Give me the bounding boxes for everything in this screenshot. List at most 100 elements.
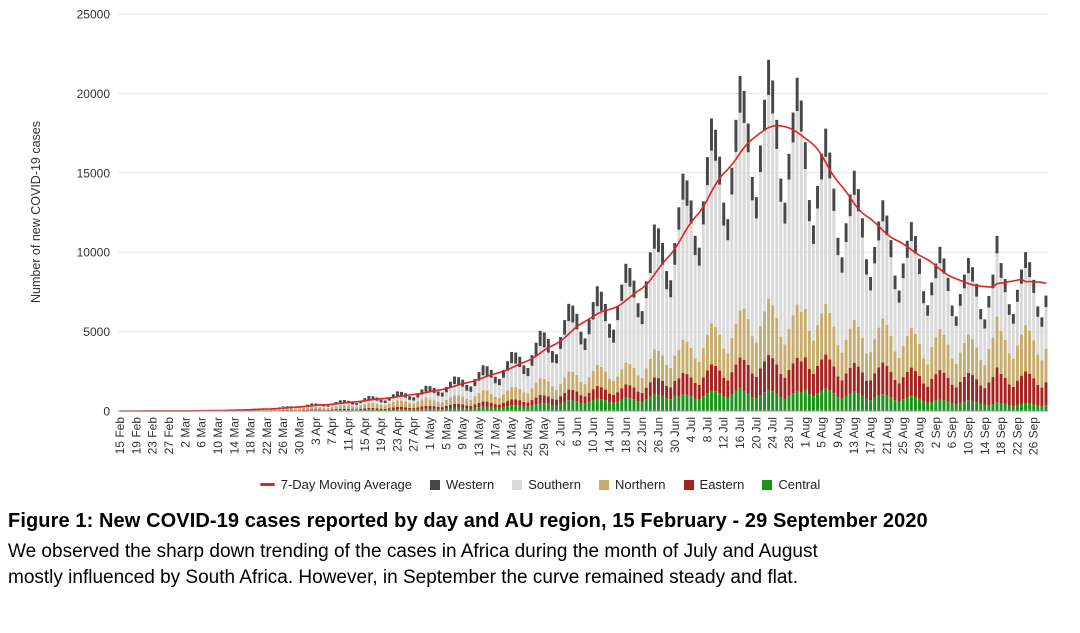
- bar-segment: [693, 398, 697, 411]
- bar-segment: [1015, 301, 1019, 346]
- bar-segment: [575, 401, 579, 411]
- bar-segment: [595, 398, 599, 411]
- bar-segment: [346, 408, 350, 411]
- bar-segment: [791, 112, 795, 143]
- x-tick-label: 22 Jun: [635, 417, 649, 453]
- bar-segment: [465, 384, 469, 391]
- bar-segment: [432, 408, 436, 411]
- bar-segment: [754, 342, 758, 377]
- bar-segment: [803, 142, 807, 169]
- bar-segment: [767, 389, 771, 411]
- bar-segment: [852, 194, 856, 320]
- bar-segment: [975, 379, 979, 403]
- bar-segment: [958, 402, 962, 411]
- bar-segment: [595, 364, 599, 387]
- bar-segment: [575, 391, 579, 402]
- bar-segment: [351, 404, 355, 407]
- bar-segment: [926, 305, 930, 316]
- bar-segment: [477, 380, 481, 394]
- bar-segment: [1044, 382, 1048, 406]
- bar-segment: [767, 94, 771, 299]
- bar-segment: [465, 390, 469, 400]
- bar-segment: [873, 338, 877, 374]
- bar-segment: [469, 405, 473, 409]
- bar-segment: [901, 346, 905, 378]
- bar-segment: [346, 405, 350, 409]
- x-tick-label: 22 Mar: [260, 417, 274, 454]
- bar-segment: [848, 194, 852, 217]
- bar-segment: [665, 364, 669, 386]
- bar-segment: [661, 380, 665, 396]
- bar-segment: [946, 401, 950, 411]
- bar-segment: [922, 383, 926, 402]
- bar-segment: [1024, 371, 1028, 404]
- bar-segment: [860, 218, 864, 238]
- bar-segment: [1007, 384, 1011, 406]
- bar-segment: [644, 368, 648, 388]
- bar-segment: [542, 332, 546, 348]
- bar-segment: [689, 223, 693, 348]
- bar-segment: [701, 396, 705, 411]
- bar-segment: [355, 406, 359, 410]
- bar-segment: [632, 387, 636, 400]
- x-tick-label: 28 Jul: [782, 417, 796, 449]
- bar-segment: [526, 376, 530, 394]
- bar-segment: [983, 388, 987, 405]
- bar-segment: [387, 403, 391, 409]
- bar-segment: [379, 409, 383, 411]
- bar-segment: [542, 403, 546, 411]
- bar-segment: [542, 347, 546, 379]
- bar-segment: [481, 401, 485, 407]
- bar-segment: [954, 363, 958, 388]
- bar-segment: [559, 348, 563, 384]
- bar-segment: [942, 258, 946, 274]
- bar-segment: [636, 391, 640, 402]
- bar-segment: [624, 282, 628, 363]
- bar-segment: [648, 252, 652, 273]
- bar-segment: [497, 404, 501, 408]
- bar-segment: [763, 99, 766, 131]
- bar-segment: [510, 351, 514, 364]
- bar-segment: [1007, 304, 1011, 315]
- bar-segment: [440, 409, 444, 411]
- x-tick-label: 16 Jul: [733, 417, 747, 449]
- bar-segment: [958, 352, 962, 382]
- bar-segment: [775, 364, 779, 394]
- bar-segment: [579, 403, 583, 411]
- bar-segment: [677, 229, 681, 350]
- bar-segment: [820, 390, 824, 411]
- bar-segment: [783, 377, 787, 399]
- bar-segment: [820, 179, 824, 314]
- bar-segment: [440, 402, 444, 408]
- bar-segment: [632, 367, 636, 388]
- bar-segment: [416, 407, 420, 410]
- bar-segment: [734, 151, 738, 324]
- bar-segment: [934, 374, 938, 401]
- bar-segment: [791, 363, 795, 394]
- bar-segment: [404, 409, 408, 411]
- bar-segment: [351, 402, 355, 405]
- bar-segment: [469, 399, 473, 406]
- x-tick-label: 10 Mar: [211, 417, 225, 454]
- bar-segment: [677, 378, 681, 397]
- x-tick-label: 2 Jun: [554, 417, 568, 446]
- bar-segment: [795, 111, 799, 305]
- bar-segment: [391, 398, 395, 402]
- bar-segment: [326, 405, 330, 407]
- bar-segment: [754, 218, 758, 343]
- bar-segment: [738, 112, 742, 311]
- bar-segment: [546, 396, 550, 404]
- bar-segment: [428, 405, 432, 409]
- bar-segment: [538, 402, 542, 411]
- bar-segment: [359, 405, 363, 409]
- bar-segment: [371, 399, 375, 404]
- bar-segment: [473, 386, 477, 397]
- bar-segment: [832, 393, 836, 411]
- bar-segment: [913, 370, 917, 398]
- bar-segment: [828, 152, 832, 179]
- x-tick-label: 5 Aug: [815, 417, 829, 448]
- bar-segment: [453, 407, 456, 411]
- bar-segment: [946, 291, 950, 345]
- bar-segment: [913, 236, 917, 254]
- bar-segment: [836, 376, 840, 398]
